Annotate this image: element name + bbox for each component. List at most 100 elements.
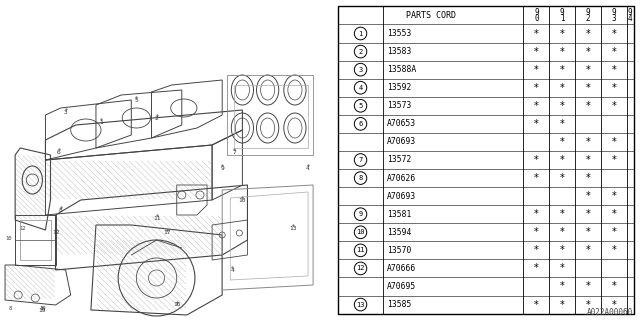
Text: A70666: A70666 xyxy=(387,264,417,273)
Text: 12: 12 xyxy=(52,229,60,235)
Text: *: * xyxy=(586,83,591,93)
Text: 7: 7 xyxy=(358,157,363,163)
Text: 13594: 13594 xyxy=(387,228,412,237)
Text: 8: 8 xyxy=(358,175,363,181)
Text: 13585: 13585 xyxy=(387,300,412,309)
Text: 11: 11 xyxy=(356,247,365,253)
Text: *: * xyxy=(534,83,539,93)
Bar xyxy=(16,156,44,219)
Text: A70626: A70626 xyxy=(387,173,417,183)
Text: 13570: 13570 xyxy=(387,246,412,255)
Text: 9: 9 xyxy=(612,8,616,17)
Text: 8: 8 xyxy=(59,207,63,212)
Text: 3: 3 xyxy=(64,109,68,115)
Text: 6: 6 xyxy=(358,121,363,127)
Text: 13573: 13573 xyxy=(387,101,412,110)
Text: *: * xyxy=(611,282,616,292)
Text: *: * xyxy=(611,245,616,255)
Text: *: * xyxy=(611,47,616,57)
Text: 4: 4 xyxy=(358,85,363,91)
Text: 10: 10 xyxy=(239,197,246,203)
Text: 4: 4 xyxy=(230,268,234,273)
Text: *: * xyxy=(586,300,591,309)
Text: 4: 4 xyxy=(628,14,632,23)
Text: *: * xyxy=(586,47,591,57)
Bar xyxy=(97,240,186,310)
Text: 13583: 13583 xyxy=(387,47,412,56)
Text: *: * xyxy=(534,155,539,165)
Text: *: * xyxy=(611,83,616,93)
Text: *: * xyxy=(560,83,564,93)
Text: *: * xyxy=(534,65,539,75)
Text: *: * xyxy=(611,155,616,165)
Text: 9: 9 xyxy=(220,165,224,171)
Text: *: * xyxy=(586,209,591,219)
Text: 4: 4 xyxy=(306,165,310,171)
Text: *: * xyxy=(534,173,539,183)
Text: *: * xyxy=(560,173,564,183)
Text: *: * xyxy=(534,47,539,57)
Text: *: * xyxy=(560,245,564,255)
Text: 19: 19 xyxy=(39,306,45,310)
Text: *: * xyxy=(560,155,564,165)
Text: 9: 9 xyxy=(534,8,539,17)
Text: *: * xyxy=(534,227,539,237)
Text: 1: 1 xyxy=(560,14,564,23)
Text: 1: 1 xyxy=(99,119,103,124)
Text: 5: 5 xyxy=(134,98,138,102)
Text: 13592: 13592 xyxy=(387,83,412,92)
Text: *: * xyxy=(560,47,564,57)
Text: *: * xyxy=(586,227,591,237)
Text: *: * xyxy=(586,173,591,183)
Text: 19: 19 xyxy=(38,308,46,313)
Text: 17: 17 xyxy=(163,230,170,236)
Text: *: * xyxy=(611,101,616,111)
Text: *: * xyxy=(560,65,564,75)
Text: 13572: 13572 xyxy=(387,156,412,164)
Text: *: * xyxy=(560,300,564,309)
Text: *: * xyxy=(586,282,591,292)
Text: 5: 5 xyxy=(358,103,363,109)
Bar xyxy=(56,216,221,254)
Text: *: * xyxy=(611,227,616,237)
Text: *: * xyxy=(611,28,616,38)
Text: 13: 13 xyxy=(356,301,365,308)
Text: 0: 0 xyxy=(534,14,539,23)
Text: 13: 13 xyxy=(289,226,297,230)
Text: 11: 11 xyxy=(153,215,160,220)
Text: 10: 10 xyxy=(356,229,365,235)
Text: *: * xyxy=(560,137,564,147)
Text: *: * xyxy=(560,227,564,237)
Text: *: * xyxy=(586,245,591,255)
Text: *: * xyxy=(560,119,564,129)
Text: 7: 7 xyxy=(232,149,236,155)
Text: 6: 6 xyxy=(57,149,60,155)
Text: *: * xyxy=(611,137,616,147)
Text: 3: 3 xyxy=(358,67,363,73)
Text: 9: 9 xyxy=(358,211,363,217)
Text: A022A00060: A022A00060 xyxy=(588,308,634,317)
Text: *: * xyxy=(611,65,616,75)
Text: 12: 12 xyxy=(356,265,365,271)
Text: 9: 9 xyxy=(586,8,590,17)
Text: *: * xyxy=(611,209,616,219)
Text: *: * xyxy=(586,65,591,75)
Text: *: * xyxy=(534,28,539,38)
Text: PARTS CORD: PARTS CORD xyxy=(406,11,456,20)
Text: *: * xyxy=(611,300,616,309)
Text: 12: 12 xyxy=(19,226,26,230)
Text: *: * xyxy=(560,209,564,219)
Text: 13581: 13581 xyxy=(387,210,412,219)
Bar xyxy=(6,266,54,299)
Text: *: * xyxy=(586,28,591,38)
Text: *: * xyxy=(586,191,591,201)
Text: 2: 2 xyxy=(586,14,590,23)
Text: 8: 8 xyxy=(8,306,12,310)
Text: *: * xyxy=(534,300,539,309)
Text: *: * xyxy=(560,263,564,273)
Text: *: * xyxy=(534,245,539,255)
Text: 9: 9 xyxy=(628,8,632,17)
Text: *: * xyxy=(586,137,591,147)
Text: *: * xyxy=(586,101,591,111)
Text: *: * xyxy=(534,263,539,273)
